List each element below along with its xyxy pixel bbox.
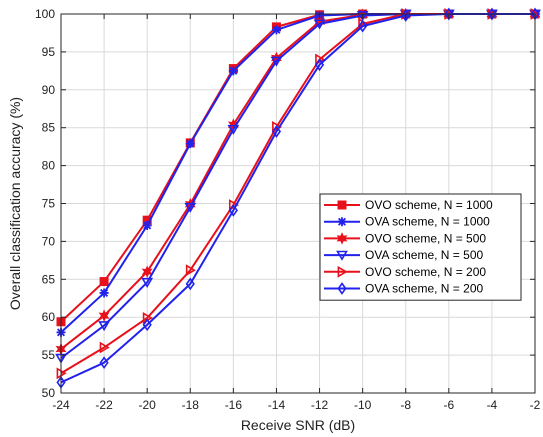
data-point — [315, 53, 326, 66]
data-point — [98, 321, 110, 332]
data-point — [99, 341, 110, 354]
legend-label: OVA scheme, N = 500 — [365, 248, 483, 262]
x-tick-label: -12 — [311, 398, 329, 412]
legend: OVO scheme, N = 1000 OVA scheme, N = 1000… — [319, 193, 522, 301]
legend-marker — [337, 200, 347, 210]
data-point — [99, 356, 109, 370]
data-point — [314, 58, 325, 72]
data-point — [141, 265, 153, 279]
x-tick-label: -14 — [268, 398, 286, 412]
data-point — [228, 203, 238, 217]
series-line — [60, 13, 535, 359]
x-tick-label: -24 — [52, 398, 70, 412]
y-tick-label: 85 — [42, 121, 56, 135]
x-tick-label: -6 — [443, 398, 454, 412]
legend-label: OVO scheme, N = 200 — [365, 265, 486, 279]
y-tick-label: 70 — [42, 234, 56, 248]
y-tick-label: 75 — [42, 197, 56, 211]
y-tick-label: 80 — [42, 159, 56, 173]
x-axis-title: Receive SNR (dB) — [241, 417, 355, 433]
data-point — [358, 19, 368, 33]
y-tick-label: 100 — [35, 7, 55, 21]
series-3 — [55, 7, 541, 356]
x-tick-label: -2 — [530, 398, 541, 412]
x-tick-label: -20 — [139, 398, 157, 412]
x-tick-label: -16 — [225, 398, 243, 412]
data-point — [142, 318, 152, 332]
legend-label: OVO scheme, N = 1000 — [365, 198, 493, 212]
legend-label: OVA scheme, N = 200 — [365, 282, 483, 296]
data-point — [98, 309, 110, 322]
x-tick-label: -10 — [354, 398, 372, 412]
series-4 — [55, 9, 541, 364]
data-point — [270, 56, 283, 67]
axis-ticks: -24 -22 -20 -18 -16 -14 -12 -10 -8 -6 -4 -2 50 55 60 65… — [35, 7, 541, 412]
y-tick-label: 90 — [42, 83, 56, 97]
data-point — [185, 264, 196, 277]
legend-entry: OVA scheme, N = 1000 — [324, 215, 490, 229]
legend-marker — [336, 250, 348, 261]
x-tick-label: -4 — [487, 398, 498, 412]
data-point — [271, 25, 281, 35]
y-tick-label: 95 — [42, 45, 56, 59]
legend-entry: OVA scheme, N = 200 — [324, 282, 483, 296]
legend-marker — [337, 217, 347, 227]
y-tick-label: 60 — [42, 310, 56, 324]
data-point — [356, 11, 369, 22]
data-point — [99, 277, 109, 287]
data-point — [271, 125, 282, 138]
data-point — [228, 66, 238, 76]
x-tick-label: -8 — [400, 398, 411, 412]
legend-label: OVO scheme, N = 500 — [365, 231, 486, 245]
x-tick-label: -18 — [182, 398, 200, 412]
data-point — [141, 277, 154, 288]
legend-marker — [337, 282, 347, 295]
legend-label: OVA scheme, N = 1000 — [365, 215, 490, 229]
data-point — [99, 288, 109, 298]
y-tick-label: 55 — [42, 348, 56, 362]
y-axis-title: Overall classification accuracy (%) — [7, 97, 23, 310]
legend-entry: OVO scheme, N = 200 — [324, 265, 486, 279]
data-point — [185, 139, 195, 149]
data-point — [227, 124, 240, 135]
y-tick-label: 50 — [42, 386, 56, 400]
legend-marker — [337, 265, 348, 278]
data-point — [313, 19, 326, 30]
data-point — [184, 202, 197, 213]
data-point — [185, 277, 195, 291]
data-point — [142, 220, 152, 230]
legend-entry: OVO scheme, N = 500 — [324, 231, 486, 245]
legend-box — [319, 193, 522, 301]
legend-entry: OVA scheme, N = 500 — [324, 248, 483, 262]
y-tick-label: 65 — [42, 272, 56, 286]
x-tick-label: -22 — [95, 398, 113, 412]
legend-marker — [336, 232, 348, 245]
data-point — [228, 199, 239, 211]
legend-entry: OVO scheme, N = 1000 — [324, 198, 493, 212]
data-point — [272, 121, 283, 133]
